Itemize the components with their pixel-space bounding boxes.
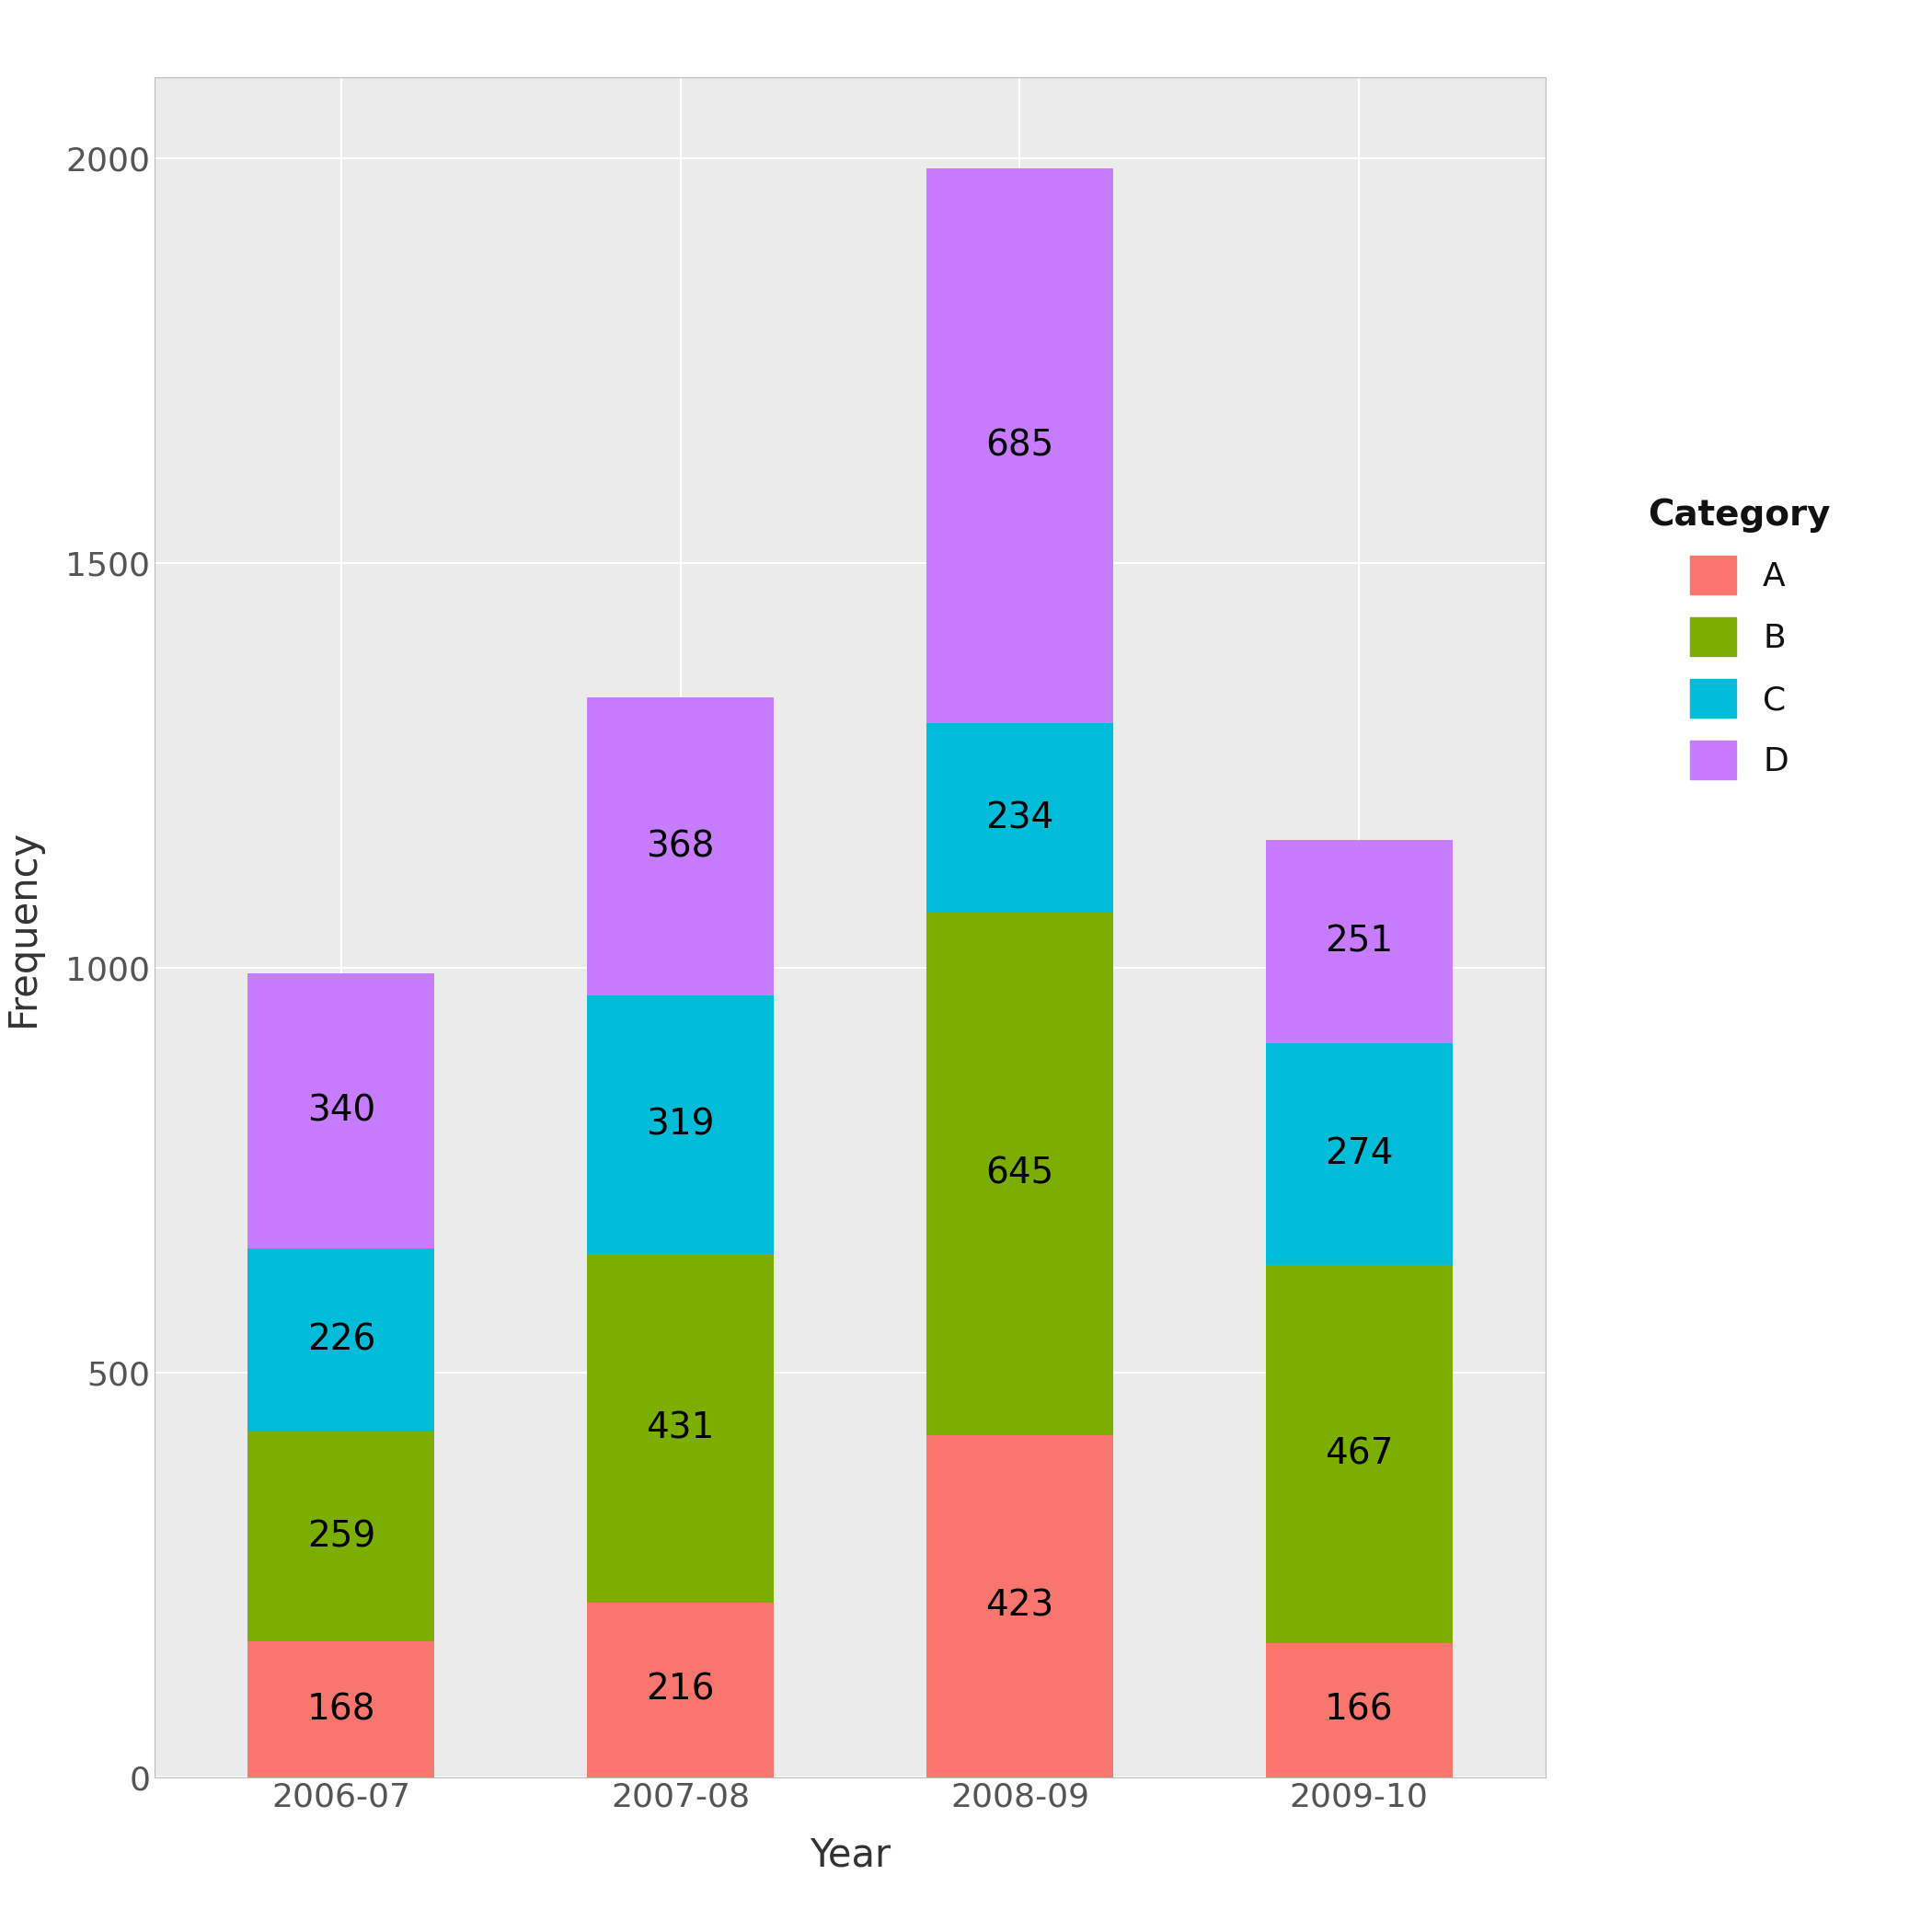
Bar (247, 1642, 435, 1777)
Legend: A, B, C, D: A, B, C, D (1617, 468, 1861, 810)
X-axis label: Year: Year (810, 1835, 891, 1874)
Bar (1265, 1265, 1453, 1642)
Y-axis label: Frequency: Frequency (4, 829, 43, 1026)
Bar (587, 697, 773, 995)
Text: 168: 168 (307, 1692, 375, 1727)
Text: 340: 340 (307, 1094, 375, 1128)
Text: 259: 259 (307, 1519, 375, 1553)
Text: 368: 368 (645, 829, 715, 864)
Bar (1265, 1043, 1453, 1265)
Bar (1265, 1642, 1453, 1777)
Bar (247, 974, 435, 1248)
Text: 234: 234 (985, 800, 1053, 835)
Bar (587, 1254, 773, 1602)
Bar (927, 723, 1113, 912)
Bar (927, 168, 1113, 723)
Bar (587, 1602, 773, 1777)
Text: 645: 645 (985, 1157, 1053, 1192)
Bar (1265, 840, 1453, 1043)
Text: 226: 226 (307, 1323, 375, 1358)
Bar (247, 1432, 435, 1642)
Text: 467: 467 (1325, 1437, 1393, 1472)
Text: 274: 274 (1325, 1136, 1393, 1171)
Bar (927, 1435, 1113, 1777)
Text: 319: 319 (645, 1107, 715, 1142)
Bar (247, 1248, 435, 1432)
Text: 423: 423 (985, 1588, 1053, 1623)
Text: 251: 251 (1325, 923, 1393, 958)
Bar (927, 912, 1113, 1435)
Text: 431: 431 (645, 1410, 715, 1445)
Text: 685: 685 (985, 429, 1053, 464)
Text: 216: 216 (645, 1673, 715, 1708)
Text: 166: 166 (1325, 1692, 1393, 1727)
Bar (587, 995, 773, 1254)
